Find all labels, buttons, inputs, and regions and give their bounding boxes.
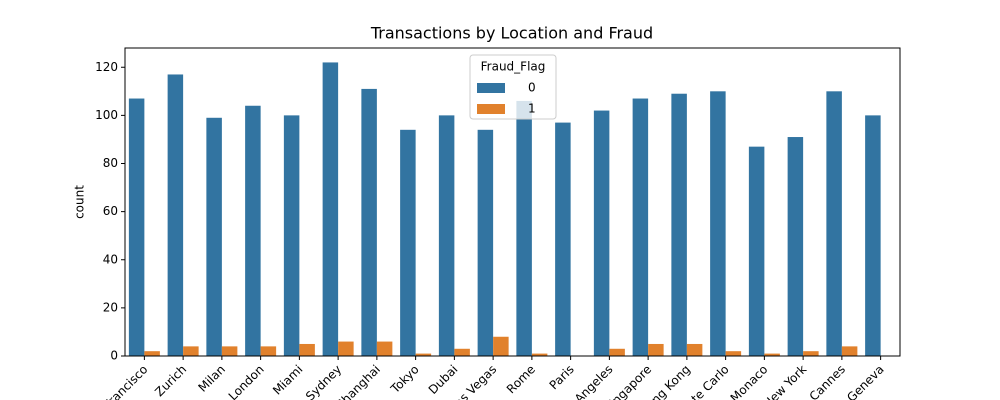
y-tick-label: 100 (95, 108, 118, 122)
x-tick-label: Geneva (844, 362, 887, 400)
bar (361, 88, 377, 356)
bar (415, 353, 432, 356)
y-tick-label: 20 (103, 300, 118, 314)
legend-swatch (477, 83, 505, 93)
x-tick-label: Sydney (303, 362, 344, 400)
x-tick-label: Shanghai (333, 362, 383, 400)
bar (686, 343, 703, 356)
bar (283, 115, 300, 356)
x-tick-label: Tokyo (387, 362, 421, 396)
bar (748, 146, 765, 356)
bar (338, 341, 354, 356)
x-tick-label: Dubai (426, 362, 461, 397)
bar (764, 353, 780, 356)
x-tick-label: London (226, 362, 267, 400)
chart-title: Transactions by Location and Fraud (370, 24, 653, 43)
x-tick-label: Zurich (152, 362, 189, 399)
bar (531, 353, 548, 356)
bar (322, 62, 339, 356)
bar (648, 343, 664, 356)
legend-title: Fraud_Flag (481, 60, 546, 74)
bar (167, 74, 184, 356)
y-tick-label: 60 (103, 204, 118, 218)
bar (299, 343, 315, 356)
legend-label: 1 (528, 102, 536, 116)
bar (245, 105, 261, 356)
bar (671, 93, 687, 356)
bar (841, 346, 858, 356)
x-tick-label: San Francisco (82, 362, 150, 400)
bar (400, 129, 416, 356)
x-tick-label: Miami (270, 362, 305, 397)
bar (206, 117, 222, 356)
bar (555, 122, 571, 356)
bar (826, 91, 842, 356)
bar (609, 348, 625, 356)
y-axis-label: count (73, 185, 87, 219)
bar (183, 346, 199, 356)
x-tick-label: New York (760, 362, 809, 400)
bar (493, 336, 509, 356)
bar (376, 341, 393, 356)
y-tick-label: 40 (103, 252, 118, 266)
bar (438, 115, 455, 356)
bar (865, 115, 881, 356)
legend-swatch (477, 104, 505, 114)
bar (710, 91, 726, 356)
y-tick-label: 0 (110, 349, 118, 363)
x-tick-label: Monaco (728, 362, 771, 400)
x-tick-label: Cannes (807, 362, 848, 400)
bar (454, 348, 470, 356)
x-tick-label: Milan (195, 362, 228, 395)
bar (144, 351, 160, 356)
bar (477, 129, 494, 356)
plot-frame (124, 47, 901, 357)
y-tick-label: 120 (95, 60, 118, 74)
x-tick-label: Paris (547, 362, 577, 392)
legend: Fraud_Flag 0 1 (469, 54, 557, 120)
y-tick-label: 80 (103, 156, 118, 170)
bar (128, 98, 145, 356)
bar (787, 137, 804, 356)
bar (593, 110, 610, 356)
bar (221, 346, 238, 356)
x-tick-label: Rome (504, 362, 538, 396)
bar (725, 351, 742, 356)
bar (803, 351, 819, 356)
legend-label: 0 (528, 81, 536, 95)
bar (516, 100, 532, 356)
bar (632, 98, 649, 356)
bar (260, 346, 277, 356)
legend-box (469, 54, 557, 120)
